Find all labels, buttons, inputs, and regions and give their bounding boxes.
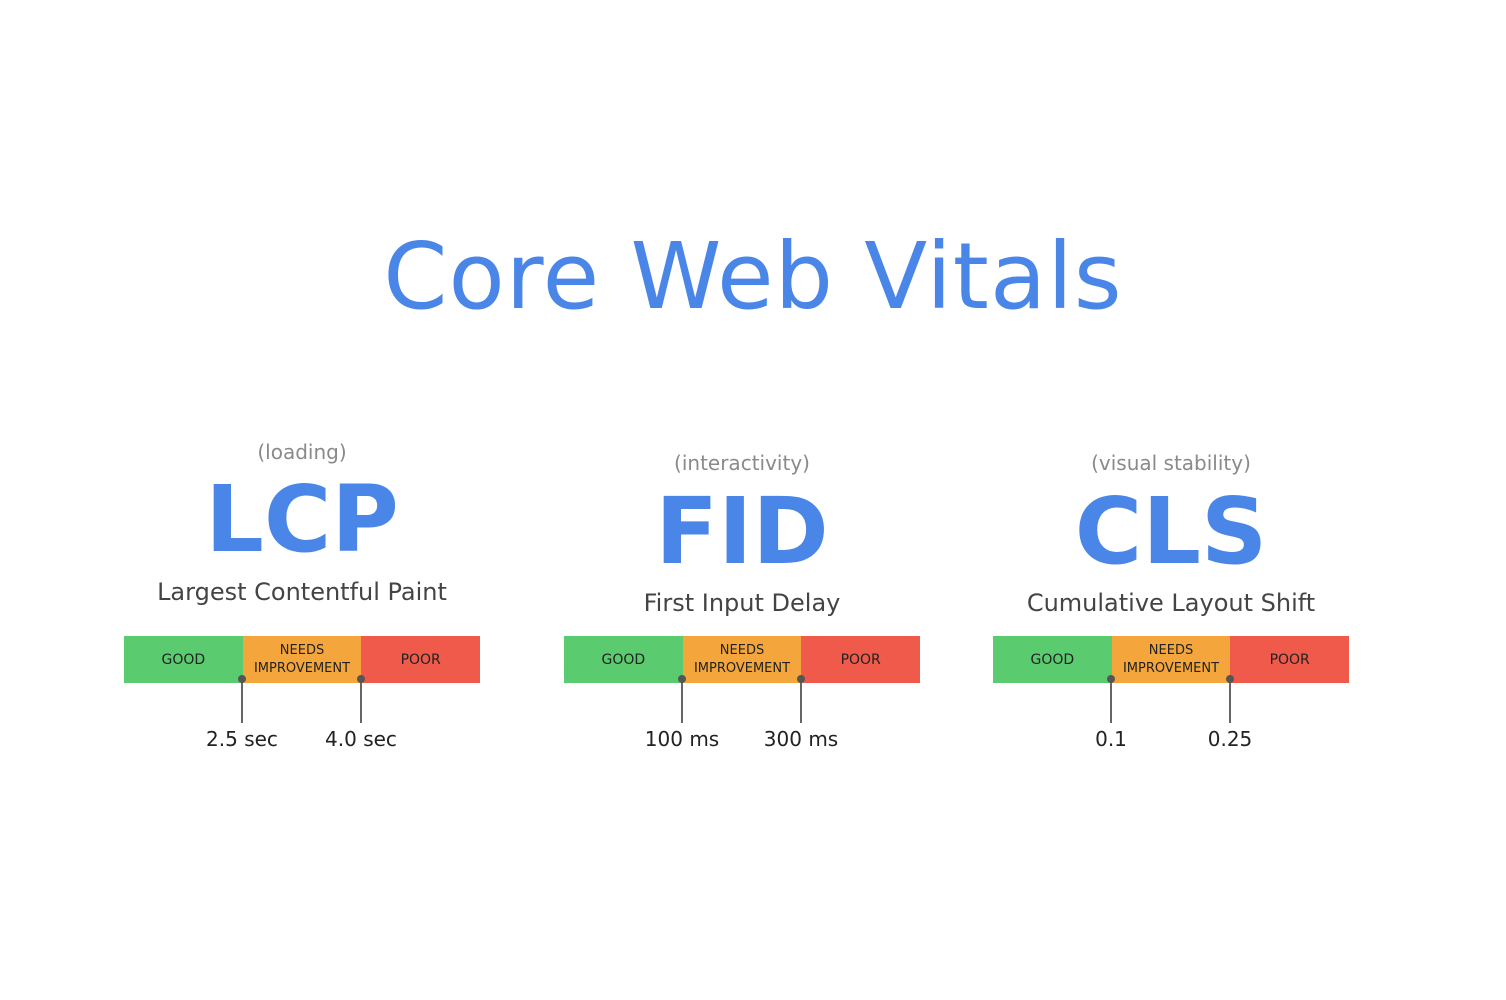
scale-segment-good: GOOD bbox=[993, 636, 1112, 683]
scale-label-needs-line2: IMPROVEMENT bbox=[253, 660, 351, 676]
scale-segment-good: GOOD bbox=[124, 636, 243, 683]
scale-label-good: GOOD bbox=[1030, 651, 1075, 668]
scale-label-needs-line2: IMPROVEMENT bbox=[693, 660, 791, 676]
scale-segment-poor: POOR bbox=[361, 636, 481, 683]
scale-segment-good: GOOD bbox=[564, 636, 683, 683]
scale-label-poor: POOR bbox=[1269, 651, 1310, 668]
metric-full-name: Largest Contentful Paint bbox=[157, 578, 447, 606]
metric-card-cls: (visual stability) CLS Cumulative Layout… bbox=[993, 430, 1350, 751]
scale-label-poor: POOR bbox=[400, 651, 441, 668]
scale-label-needs-improvement: NEEDS IMPROVEMENT bbox=[694, 642, 790, 678]
page-title: Core Web Vitals bbox=[383, 222, 1123, 330]
threshold-line bbox=[1110, 679, 1112, 723]
scale-label-needs-improvement: NEEDS IMPROVEMENT bbox=[1123, 642, 1219, 678]
threshold-value-good: 2.5 sec bbox=[206, 727, 278, 751]
metric-category: (visual stability) bbox=[1091, 451, 1251, 475]
scale-label-needs-line1: NEEDS bbox=[719, 642, 765, 658]
metric-category: (interactivity) bbox=[674, 451, 810, 475]
threshold-value-poor: 300 ms bbox=[763, 727, 839, 751]
scale-label-needs-line1: NEEDS bbox=[1148, 642, 1194, 658]
scale-label-good: GOOD bbox=[161, 651, 206, 668]
threshold-dot bbox=[1107, 675, 1115, 683]
threshold-scale: GOOD NEEDS IMPROVEMENT POOR bbox=[124, 636, 481, 683]
threshold-value-poor: 4.0 sec bbox=[325, 727, 397, 751]
threshold-line bbox=[241, 679, 243, 723]
threshold-line bbox=[681, 679, 683, 723]
scale-segment-needs-improvement: NEEDS IMPROVEMENT bbox=[1111, 636, 1231, 683]
threshold-dot bbox=[797, 675, 805, 683]
threshold-line bbox=[1229, 679, 1231, 723]
threshold-dot bbox=[1226, 675, 1234, 683]
threshold-dot bbox=[678, 675, 686, 683]
scale-label-needs-line2: IMPROVEMENT bbox=[1122, 660, 1220, 676]
threshold-value-good: 0.1 bbox=[1095, 727, 1127, 751]
scale-label-needs-improvement: NEEDS IMPROVEMENT bbox=[254, 642, 350, 678]
metric-abbreviation: CLS bbox=[1074, 478, 1268, 585]
metric-full-name: Cumulative Layout Shift bbox=[1026, 589, 1316, 617]
scale-segment-needs-improvement: NEEDS IMPROVEMENT bbox=[242, 636, 362, 683]
scale-segment-poor: POOR bbox=[1230, 636, 1350, 683]
metric-card-fid: (interactivity) FID First Input Delay GO… bbox=[564, 430, 921, 751]
scale-label-needs-line1: NEEDS bbox=[279, 642, 325, 658]
threshold-dot bbox=[357, 675, 365, 683]
scale-segment-needs-improvement: NEEDS IMPROVEMENT bbox=[682, 636, 802, 683]
metric-abbreviation: LCP bbox=[205, 466, 399, 573]
threshold-line bbox=[360, 679, 362, 723]
scale-segment-poor: POOR bbox=[801, 636, 921, 683]
threshold-dot bbox=[238, 675, 246, 683]
threshold-line bbox=[800, 679, 802, 723]
scale-label-poor: POOR bbox=[840, 651, 881, 668]
threshold-scale: GOOD NEEDS IMPROVEMENT POOR bbox=[564, 636, 921, 683]
threshold-value-good: 100 ms bbox=[644, 727, 720, 751]
metric-category: (loading) bbox=[257, 440, 347, 464]
threshold-scale: GOOD NEEDS IMPROVEMENT POOR bbox=[993, 636, 1350, 683]
scale-label-good: GOOD bbox=[601, 651, 646, 668]
threshold-value-poor: 0.25 bbox=[1207, 727, 1253, 751]
metric-abbreviation: FID bbox=[655, 478, 829, 585]
metric-card-lcp: (loading) LCP Largest Contentful Paint G… bbox=[124, 430, 481, 751]
metric-full-name: First Input Delay bbox=[643, 589, 841, 617]
